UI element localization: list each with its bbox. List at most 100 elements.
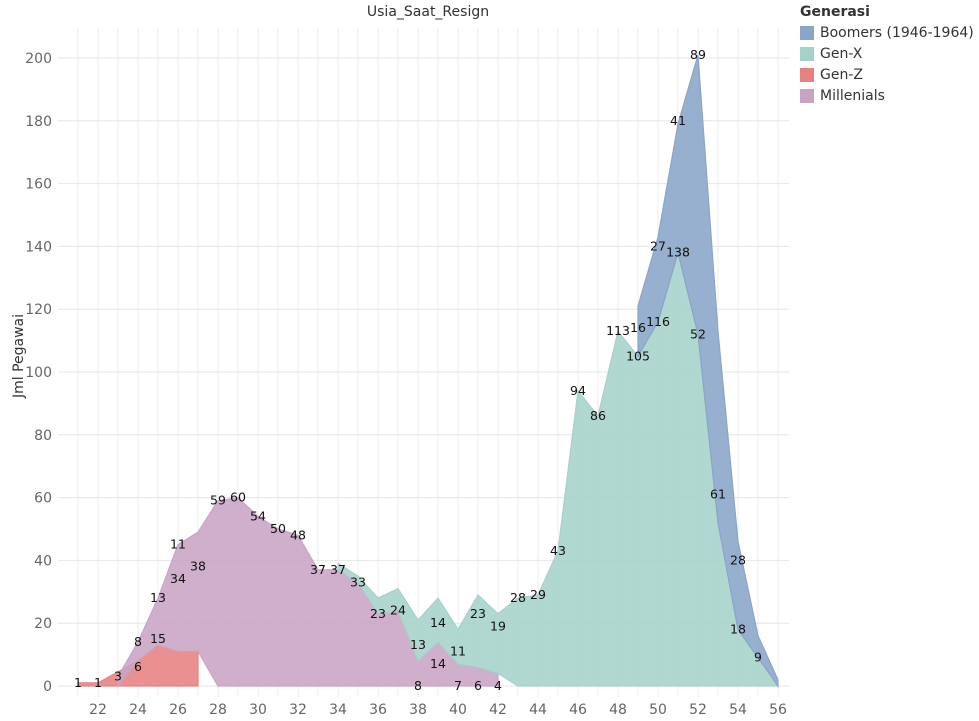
data-label: 23 <box>370 606 386 621</box>
data-label: 11 <box>450 643 466 658</box>
data-label: 24 <box>390 603 406 618</box>
x-tick-label: 46 <box>569 702 587 718</box>
x-tick-label: 24 <box>129 702 147 718</box>
data-label: 116 <box>646 314 670 329</box>
data-label: 16 <box>630 320 646 335</box>
y-tick-label: 140 <box>25 239 52 255</box>
data-label: 54 <box>250 508 266 523</box>
legend-title: Generasi <box>800 4 870 20</box>
legend-swatch <box>800 88 814 103</box>
data-label: 61 <box>710 486 726 501</box>
data-label: 6 <box>134 659 142 674</box>
data-label: 14 <box>430 615 446 630</box>
data-label: 6 <box>474 678 482 693</box>
data-label: 9 <box>754 650 762 665</box>
area-gen-x <box>337 250 780 687</box>
data-label: 14 <box>430 656 446 671</box>
legend-item[interactable]: Boomers (1946-1964) <box>800 22 974 43</box>
x-tick-label: 54 <box>729 702 747 718</box>
data-label: 29 <box>530 587 546 602</box>
legend-item[interactable]: Gen-X <box>800 43 974 64</box>
data-label: 52 <box>690 326 706 341</box>
x-tick-label: 22 <box>89 702 107 718</box>
x-tick-label: 28 <box>209 702 227 718</box>
data-label: 4 <box>494 678 502 693</box>
y-tick-label: 100 <box>25 365 52 381</box>
data-label: 41 <box>670 113 686 128</box>
legend: Generasi Boomers (1946-1964) Gen-X Gen-Z Mi… <box>800 4 974 106</box>
y-tick-label: 120 <box>25 302 52 318</box>
x-tick-label: 42 <box>489 702 507 718</box>
data-label: 37 <box>310 562 326 577</box>
data-label: 113 <box>606 323 630 338</box>
x-tick-label: 56 <box>769 702 787 718</box>
x-axis-ticks: 22 24 26 28 30 32 34 36 38 40 42 44 46 48 50 52 54 56 <box>89 702 787 718</box>
data-label: 1 <box>74 675 82 690</box>
y-axis-ticks: 0 20 40 60 80 100 120 140 160 180 200 <box>25 51 52 695</box>
data-label: 18 <box>730 621 746 636</box>
data-label: 13 <box>150 590 166 605</box>
data-label: 33 <box>350 574 366 589</box>
data-label: 94 <box>570 383 586 398</box>
data-label: 43 <box>550 543 566 558</box>
legend-label: Gen-X <box>820 45 863 62</box>
x-tick-label: 52 <box>689 702 707 718</box>
legend-label: Millenials <box>820 87 885 104</box>
x-tick-label: 26 <box>169 702 187 718</box>
data-label: 105 <box>626 348 650 363</box>
x-tick-label: 32 <box>289 702 307 718</box>
area-boomers-1946-1964 <box>637 54 779 688</box>
x-tick-label: 36 <box>369 702 387 718</box>
area-series <box>77 54 780 688</box>
data-label: 28 <box>730 552 746 567</box>
data-label: 15 <box>150 631 166 646</box>
x-tick-label: 38 <box>409 702 427 718</box>
x-tick-label: 40 <box>449 702 467 718</box>
data-label: 8 <box>414 678 422 693</box>
x-tick-label: 30 <box>249 702 267 718</box>
x-tick-label: 44 <box>529 702 547 718</box>
legend-swatch <box>800 46 814 61</box>
y-tick-label: 180 <box>25 114 52 130</box>
data-label: 138 <box>666 245 690 260</box>
data-label: 11 <box>170 537 186 552</box>
data-label: 37 <box>330 562 346 577</box>
data-label: 27 <box>650 238 666 253</box>
y-tick-label: 80 <box>34 428 52 444</box>
data-label: 23 <box>470 606 486 621</box>
data-label: 3 <box>114 669 122 684</box>
data-label: 38 <box>190 559 206 574</box>
legend-label: Boomers (1946-1964) <box>820 24 974 41</box>
legend-swatch <box>800 25 814 40</box>
y-tick-label: 200 <box>25 51 52 67</box>
legend-item[interactable]: Gen-Z <box>800 64 974 85</box>
y-axis-label: Jml Pegawai <box>11 314 27 399</box>
data-label: 86 <box>590 408 606 423</box>
y-tick-label: 20 <box>34 616 52 632</box>
data-label: 1 <box>94 675 102 690</box>
data-label: 7 <box>454 678 462 693</box>
data-label: 50 <box>270 521 286 536</box>
data-label: 28 <box>510 590 526 605</box>
x-tick-label: 48 <box>609 702 627 718</box>
data-label: 19 <box>490 618 506 633</box>
y-tick-label: 40 <box>34 553 52 569</box>
data-label: 60 <box>230 490 246 505</box>
x-tick-label: 34 <box>329 702 347 718</box>
legend-swatch <box>800 67 814 82</box>
chart-title: Usia_Saat_Resign <box>367 4 489 20</box>
data-label: 13 <box>410 637 426 652</box>
data-label: 89 <box>690 47 706 62</box>
data-label: 59 <box>210 493 226 508</box>
y-tick-label: 160 <box>25 177 52 193</box>
legend-item[interactable]: Millenials <box>800 85 974 106</box>
data-label: 8 <box>134 634 142 649</box>
y-tick-label: 60 <box>34 491 52 507</box>
area-millenials <box>117 496 499 688</box>
data-label: 48 <box>290 527 306 542</box>
y-tick-label: 0 <box>43 679 52 695</box>
x-tick-label: 50 <box>649 702 667 718</box>
data-label: 34 <box>170 571 186 586</box>
